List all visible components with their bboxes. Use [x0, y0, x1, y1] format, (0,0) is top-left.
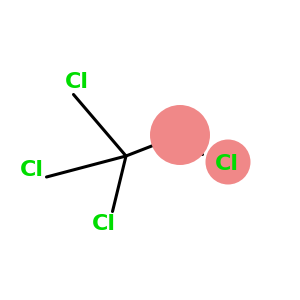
Text: Cl: Cl [214, 154, 239, 173]
Text: Cl: Cl [20, 160, 44, 179]
Text: Cl: Cl [64, 73, 88, 92]
Circle shape [150, 105, 210, 165]
Circle shape [206, 140, 250, 184]
Text: Cl: Cl [92, 214, 116, 233]
